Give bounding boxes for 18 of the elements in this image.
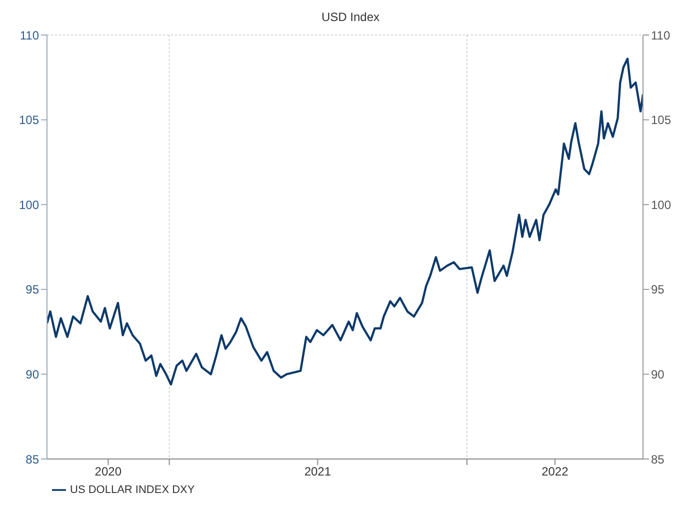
- x-tick-label: 2021: [304, 464, 332, 479]
- y2-tick-label: 85: [651, 452, 665, 466]
- y2-tick-label: 90: [651, 367, 665, 382]
- y-tick-label: 110: [20, 28, 40, 42]
- chart-title: USD Index: [320, 9, 381, 26]
- y2-tick-label: 100: [651, 198, 672, 212]
- x-tick-label: 2022: [542, 464, 569, 479]
- y2-tick-label: 110: [651, 28, 670, 42]
- y-tick-label: 95: [26, 282, 40, 297]
- line-series: [47, 58, 643, 386]
- y-tick-label: 90: [26, 367, 40, 382]
- y-tick-label: 100: [18, 198, 40, 212]
- y-tick-label: 105: [18, 113, 40, 128]
- y2-tick-label: 95: [651, 282, 665, 297]
- legend-label: US DOLLAR INDEX DXY: [70, 484, 195, 496]
- y2-tick-label: 105: [651, 113, 672, 128]
- x-tick-label: 2020: [94, 464, 122, 479]
- y-tick-label: 85: [26, 452, 40, 466]
